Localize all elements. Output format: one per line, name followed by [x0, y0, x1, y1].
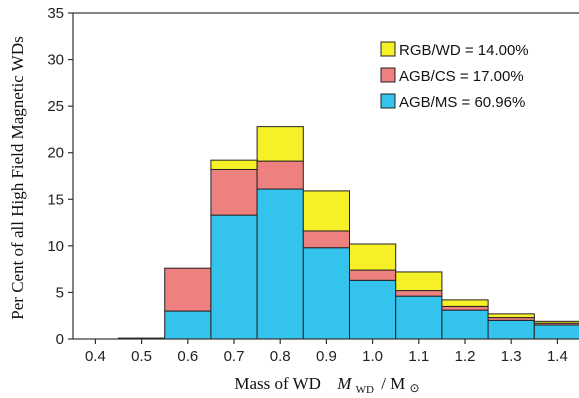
bar-segment-0.9-series-3: [302, 190, 350, 232]
bar-segment-1.2-series-2: [441, 305, 489, 311]
y-tick-label: 35: [47, 5, 64, 22]
x-axis-title-unit: / M: [381, 374, 405, 393]
x-axis-title-sun-symbol: ⊙: [410, 381, 420, 395]
bar-segment-1.4-series-3: [533, 320, 579, 324]
x-tick-label: 1.3: [501, 348, 522, 365]
bar-segment-1.1-series-1: [395, 295, 443, 340]
bar-segment-1.0-series-2: [349, 269, 397, 281]
x-axis: 0.4 0.5 0.6 0.7 0.8 0.9 1.0 1.1 1.2 1.3 1.4: [85, 339, 568, 365]
bar-segment-0.7-series-1: [210, 214, 258, 340]
bar-segment-1.3-series-3: [487, 313, 535, 319]
legend-swatch: [380, 41, 396, 57]
x-axis-title-symbol: M: [336, 374, 352, 393]
bar-segment-1.3-series-1: [487, 319, 535, 340]
x-tick-label: 0.7: [224, 348, 245, 365]
bar-segment-0.8-series-2: [256, 160, 304, 190]
legend-label: RGB/WD = 14.00%: [399, 42, 529, 59]
y-tick-label: 0: [56, 331, 64, 348]
bar-segment-1.0-series-1: [349, 279, 397, 340]
legend-swatch: [380, 93, 396, 109]
x-tick-label: 0.6: [177, 348, 198, 365]
bar-segment-1.2-series-3: [441, 299, 489, 307]
x-tick-label: 1.4: [547, 348, 568, 365]
bar-segment-0.9-series-2: [302, 230, 350, 249]
bar-segment-1.0-series-3: [349, 243, 397, 271]
bar-segment-1.1-series-3: [395, 271, 443, 292]
y-tick-label: 5: [56, 284, 64, 301]
y-axis: 0 5 10 15 20 25 30 35: [47, 5, 73, 348]
y-tick-label: 15: [47, 191, 64, 208]
legend: RGB/WD = 14.00% AGB/CS = 17.00% AGB/MS = 6…: [380, 41, 529, 111]
x-axis-title-subscript: WD: [356, 384, 374, 396]
bar-segment-0.9-series-1: [302, 247, 350, 340]
x-tick-label: 0.4: [85, 348, 106, 365]
bar-segment-1.2-series-1: [441, 309, 489, 340]
x-axis-title: Mass of WD M WD / M ⊙: [234, 374, 419, 397]
y-tick-label: 25: [47, 98, 64, 115]
y-tick-label: 10: [47, 238, 64, 255]
y-tick-label: 30: [47, 52, 64, 69]
x-axis-title-prefix: Mass of WD: [234, 374, 321, 393]
bar-segment-0.6-series-1: [164, 310, 212, 340]
bar-group: [118, 126, 579, 340]
legend-label: AGB/CS = 17.00%: [399, 68, 524, 85]
x-tick-label: 0.9: [316, 348, 337, 365]
bar-segment-1.4-series-1: [533, 324, 579, 340]
x-tick-label: 0.8: [270, 348, 291, 365]
x-tick-label: 1.2: [455, 348, 476, 365]
bar-segment-1.1-series-2: [395, 290, 443, 297]
y-tick-label: 20: [47, 145, 64, 162]
legend-label: AGB/MS = 60.96%: [399, 94, 525, 111]
bar-segment-0.7-series-3: [210, 159, 258, 170]
bar-segment-0.8-series-1: [256, 188, 304, 340]
y-axis-title: Per Cent of all High Field Magnetic WDs: [8, 36, 27, 319]
bar-segment-0.8-series-3: [256, 126, 304, 162]
bar-segment-0.7-series-2: [210, 168, 258, 216]
x-tick-label: 1.1: [408, 348, 429, 365]
legend-swatch: [380, 67, 396, 83]
x-tick-label: 0.5: [131, 348, 152, 365]
x-tick-label: 1.0: [362, 348, 383, 365]
bar-segment-0.6-series-2: [164, 267, 212, 312]
